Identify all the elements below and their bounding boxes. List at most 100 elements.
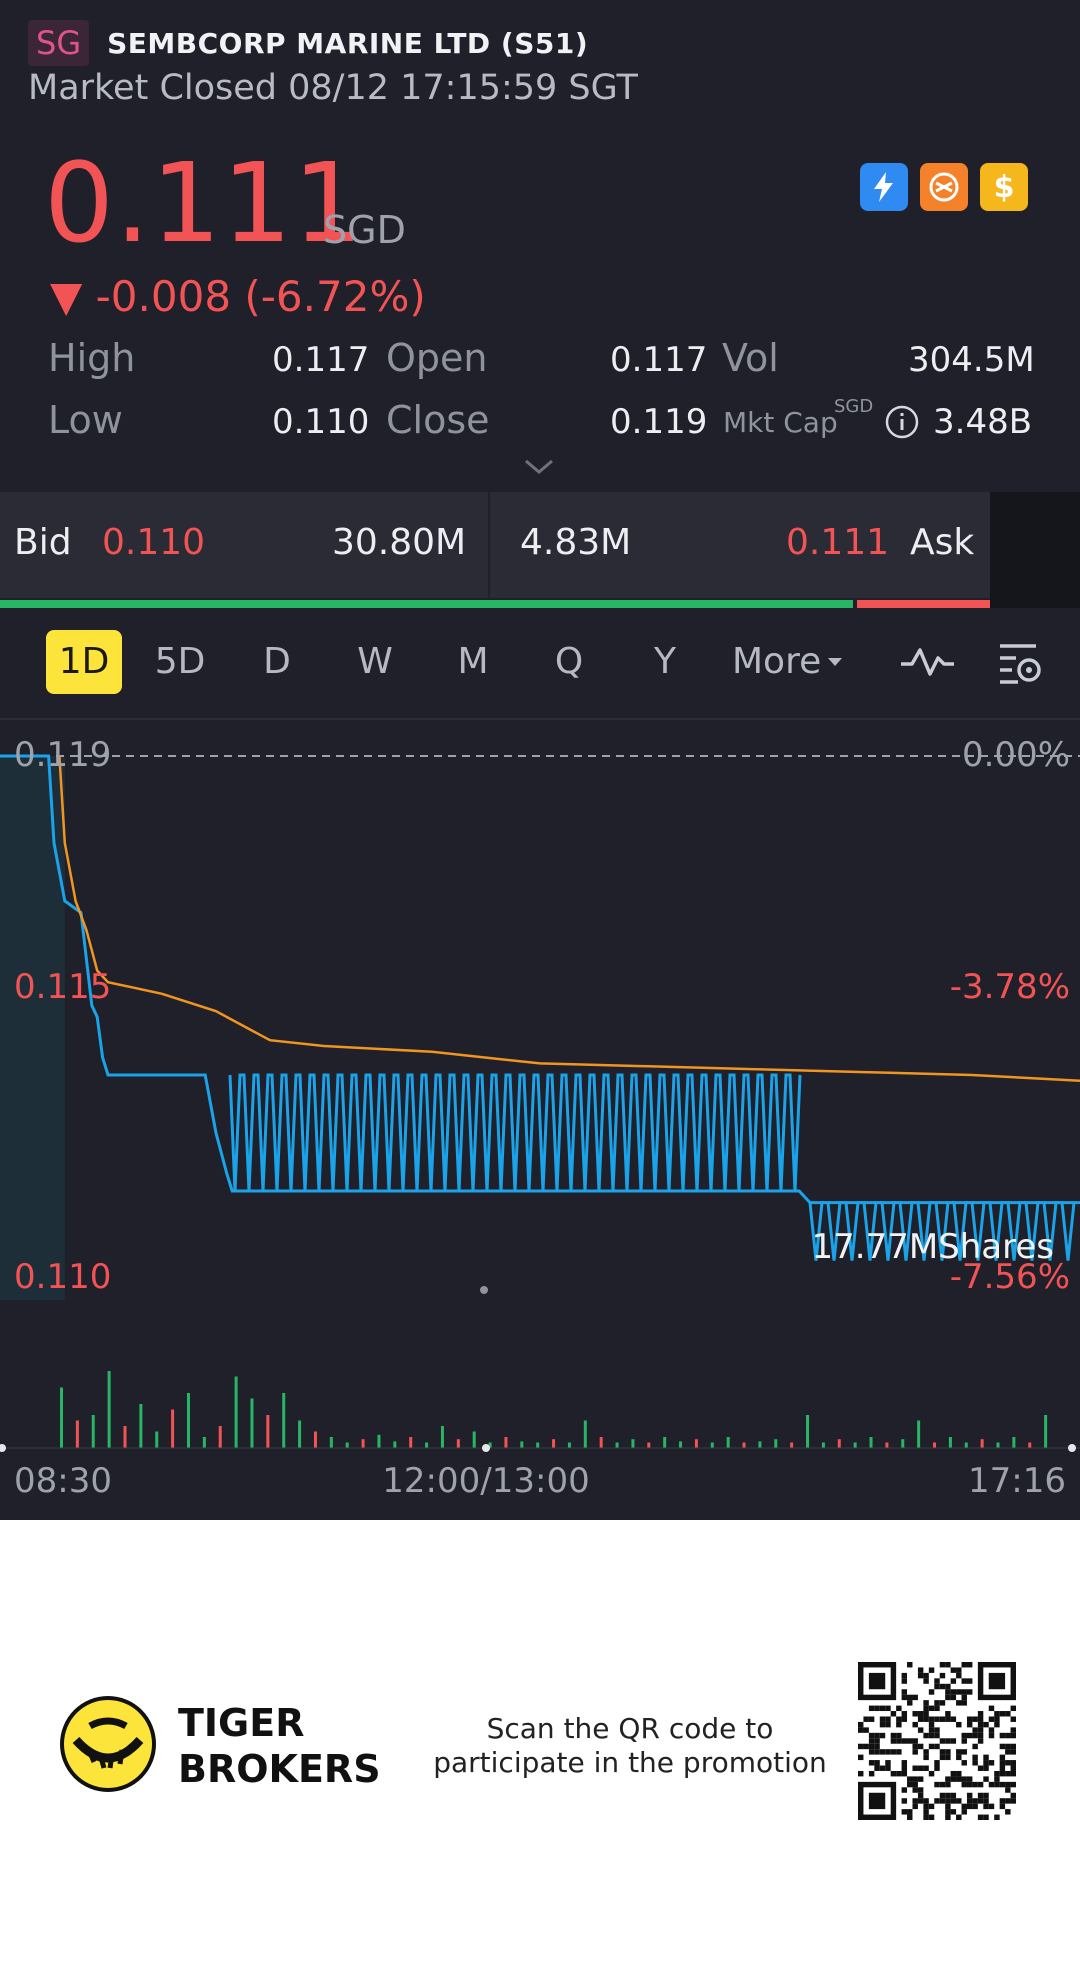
- volume-bar: [821, 1442, 825, 1448]
- qr-module: [934, 1700, 940, 1706]
- qr-module: [874, 1738, 880, 1744]
- tab-w[interactable]: W: [357, 641, 393, 682]
- qr-module: [988, 1760, 995, 1766]
- volume-bar: [155, 1431, 159, 1448]
- qr-module: [950, 1694, 957, 1701]
- qr-module: [934, 1727, 940, 1733]
- tab-1d[interactable]: 1D: [46, 630, 122, 694]
- qr-module: [945, 1781, 951, 1788]
- qr-module: [950, 1776, 957, 1782]
- chevron-down-icon[interactable]: [522, 456, 556, 478]
- volume-bar: [552, 1439, 556, 1448]
- indicator-wave-icon[interactable]: [898, 642, 956, 682]
- tab-m[interactable]: M: [457, 641, 489, 682]
- qr-module: [999, 1765, 1006, 1771]
- vol-value: 304.5M: [908, 340, 1035, 380]
- qr-module: [912, 1776, 918, 1782]
- qr-module: [917, 1667, 924, 1673]
- qr-module: [934, 1760, 940, 1766]
- qr-module: [879, 1716, 886, 1722]
- lightning-level1-icon[interactable]: [860, 163, 908, 211]
- tab-y[interactable]: Y: [654, 641, 676, 682]
- qr-module: [939, 1672, 946, 1679]
- qr-module: [907, 1738, 913, 1744]
- tab-5d[interactable]: 5D: [154, 641, 206, 682]
- qr-module: [945, 1694, 951, 1701]
- qr-module: [961, 1694, 967, 1701]
- qr-module: [923, 1765, 929, 1771]
- chart-settings-icon[interactable]: [996, 640, 1046, 686]
- volume-bar: [1044, 1415, 1048, 1448]
- qr-module: [934, 1798, 940, 1804]
- qr-module: [1010, 1716, 1016, 1722]
- qr-module: [1005, 1711, 1011, 1717]
- open-label: Open: [386, 336, 488, 380]
- intraday-chart[interactable]: 0.119 0.115 0.110 0.00% -3.78% -7.56%17.77MSh…: [0, 720, 1080, 1520]
- price-change: ▼ -0.008 (-6.72%): [50, 272, 426, 321]
- tiger-brokers-logo-icon: [60, 1696, 156, 1792]
- volume-bar: [1028, 1442, 1032, 1448]
- qr-module: [923, 1754, 929, 1761]
- qr-module: [901, 1760, 908, 1766]
- qr-code[interactable]: [858, 1662, 1016, 1820]
- qr-module: [896, 1721, 902, 1728]
- volume-bar: [710, 1442, 714, 1448]
- qr-module: [956, 1770, 962, 1777]
- info-icon[interactable]: [884, 404, 920, 449]
- tab-d[interactable]: D: [263, 641, 291, 682]
- qr-module: [956, 1667, 962, 1673]
- volume-bar: [742, 1442, 746, 1448]
- qr-module: [977, 1727, 984, 1733]
- axis-marker-dot: [1068, 1444, 1076, 1452]
- volume-bar: [456, 1439, 460, 1448]
- qr-module: [961, 1738, 967, 1744]
- qr-module: [961, 1809, 967, 1815]
- qr-module: [977, 1732, 984, 1739]
- qr-module: [1010, 1765, 1016, 1771]
- volume-bar: [615, 1442, 619, 1448]
- qr-module: [966, 1798, 973, 1804]
- volume-bar: [901, 1439, 905, 1448]
- tab-more[interactable]: More: [732, 630, 862, 694]
- qr-module: [961, 1749, 967, 1755]
- qr-module: [863, 1727, 869, 1733]
- y-axis-label-left: 0.110: [14, 1257, 111, 1297]
- tab-divider: [0, 718, 1080, 720]
- promo-line2: participate in the promotion: [433, 1746, 827, 1779]
- promo-line1: Scan the QR code to: [486, 1712, 774, 1745]
- qr-module: [901, 1678, 908, 1684]
- mktcap-label: Mkt Cap: [723, 406, 838, 439]
- qr-module: [896, 1749, 902, 1755]
- qr-module: [917, 1792, 924, 1799]
- qr-module: [945, 1683, 951, 1690]
- qr-module: [912, 1711, 918, 1717]
- ask-price: 0.111: [786, 522, 890, 563]
- qr-module: [950, 1678, 957, 1684]
- qr-module: [923, 1705, 929, 1712]
- qr-module: [885, 1760, 891, 1766]
- swap-shares-icon[interactable]: [920, 163, 968, 211]
- volume-bar: [885, 1442, 889, 1448]
- dollar-icon[interactable]: $: [980, 163, 1028, 211]
- qr-module: [928, 1689, 935, 1695]
- tab-q[interactable]: Q: [554, 641, 584, 682]
- qr-module: [896, 1770, 902, 1777]
- volume-bar: [329, 1437, 333, 1448]
- qr-module: [961, 1803, 967, 1810]
- qr-module: [890, 1732, 897, 1739]
- qr-module: [966, 1776, 973, 1782]
- ask-label: Ask: [910, 522, 975, 563]
- qr-module: [1010, 1760, 1016, 1766]
- volume-bar: [536, 1442, 540, 1448]
- qr-module: [901, 1809, 908, 1815]
- qr-module: [972, 1760, 978, 1766]
- volume-bar: [234, 1376, 238, 1448]
- qr-module: [923, 1678, 929, 1684]
- qr-module: [1005, 1809, 1011, 1815]
- qr-module: [972, 1743, 978, 1750]
- qr-module: [890, 1770, 897, 1777]
- qr-module: [961, 1781, 967, 1788]
- qr-module: [983, 1765, 989, 1771]
- price-currency: SGD: [323, 208, 406, 252]
- qr-module: [1010, 1732, 1016, 1739]
